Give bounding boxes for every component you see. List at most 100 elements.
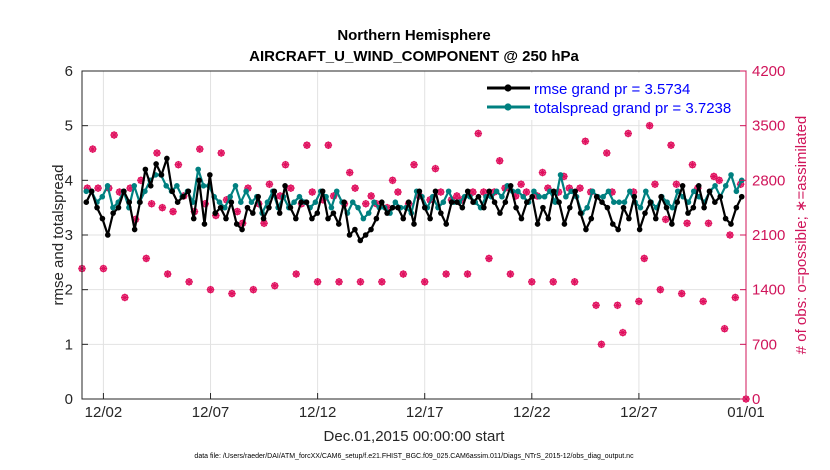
obs-assimilated-point: [153, 149, 161, 157]
series-point-totalspread: [669, 204, 676, 211]
series-point-rmse: [174, 199, 181, 205]
series-point-rmse: [475, 193, 482, 200]
series-point-rmse: [534, 221, 541, 227]
series-point-totalspread: [131, 183, 138, 189]
y2-tick-label: 2100: [752, 227, 785, 244]
series-point-rmse: [497, 210, 503, 216]
series-point-totalspread: [440, 199, 447, 205]
series-point-rmse: [572, 188, 578, 195]
obs-assimilated-point: [394, 188, 402, 196]
series-point-rmse: [599, 199, 605, 205]
x-tick-label: 12/27: [620, 404, 658, 421]
series-point-rmse: [577, 210, 584, 216]
series-point-rmse: [260, 215, 267, 222]
y-tick-label: 0: [65, 391, 73, 408]
obs-assimilated-point: [677, 289, 686, 298]
obs-assimilated-point: [506, 270, 515, 278]
series-point-rmse: [239, 226, 245, 233]
series-point-rmse: [115, 204, 122, 211]
series-point-rmse: [255, 193, 262, 200]
y2-tick-label: 2800: [752, 172, 785, 189]
y2-axis-ticks: 0 700 1400 2100 2800 3500 4200: [740, 63, 785, 408]
series-point-rmse: [395, 204, 401, 211]
obs-assimilated-point: [602, 149, 611, 157]
series-point-rmse: [615, 226, 621, 233]
series-point-rmse: [669, 221, 675, 227]
series-point-totalspread: [291, 199, 297, 205]
legend: rmse grand pr = 3.5734 totalspread grand…: [482, 73, 739, 120]
series-point-totalspread: [243, 188, 249, 195]
obs-assimilated-point: [270, 281, 279, 290]
x-tick-label: 12/02: [85, 404, 123, 421]
series-point-rmse: [223, 215, 229, 222]
series-point-rmse: [384, 210, 390, 216]
series-point-totalspread: [238, 199, 244, 205]
y2-tick-label: 700: [752, 336, 777, 353]
series-point-rmse: [421, 204, 428, 211]
series-point-rmse: [282, 183, 288, 189]
series-point-totalspread: [264, 199, 271, 205]
series-point-totalspread: [174, 183, 180, 189]
series-point-totalspread: [110, 204, 116, 211]
series-point-rmse: [164, 155, 170, 162]
series-point-rmse: [561, 221, 568, 227]
obs-assimilated-point: [163, 270, 172, 278]
obs-assimilated-point: [549, 278, 558, 286]
series-point-rmse: [588, 215, 595, 222]
series-point-rmse: [690, 204, 697, 211]
series-point-rmse: [244, 204, 251, 211]
x-axis-label: Dec.01,2015 00:00:00 start: [324, 428, 506, 445]
series-point-totalspread: [392, 199, 399, 205]
obs-assimilated-point: [495, 157, 504, 165]
series-point-totalspread: [227, 193, 233, 200]
chart-title: Northern Hemisphere: [337, 27, 490, 44]
series-point-rmse: [362, 232, 369, 238]
series-point-totalspread: [83, 188, 90, 195]
y-tick-label: 5: [65, 118, 73, 135]
series-point-rmse: [99, 215, 106, 222]
series-point-rmse: [250, 210, 256, 216]
series-point-totalspread: [733, 188, 740, 195]
series-point-rmse: [464, 188, 471, 195]
footnote: data file: /Users/raeder/DAI/ATM_forcXX/…: [194, 453, 634, 460]
series-point-rmse: [507, 183, 514, 189]
series-point-rmse: [416, 188, 423, 195]
obs-assimilated-point: [651, 180, 659, 189]
x-axis-ticks: 12/02 12/07 12/12 12/17 12/22 12/27 01/01: [85, 393, 765, 421]
obs-assimilated-point: [206, 285, 215, 294]
series-point-rmse: [121, 188, 127, 195]
series-point-rmse: [266, 204, 272, 211]
series-point-rmse: [663, 204, 670, 211]
obs-assimilated-point: [121, 293, 129, 302]
series-point-rmse: [685, 210, 691, 216]
series-point-rmse: [636, 226, 643, 233]
series-point-totalspread: [355, 204, 361, 211]
y2-axis-label: # of obs: o=possible; ∗=assimilated: [793, 116, 810, 355]
series-point-rmse: [341, 199, 347, 205]
series-point-totalspread: [445, 188, 452, 195]
series-point-rmse: [298, 199, 304, 205]
series-point-totalspread: [222, 204, 228, 211]
series-point-rmse: [271, 188, 278, 195]
obs-assimilated-point: [656, 285, 665, 294]
x-tick-label: 12/22: [513, 404, 551, 421]
obs-assimilated-point: [528, 278, 536, 286]
series-point-totalspread: [690, 188, 697, 195]
series-point-totalspread: [642, 188, 649, 195]
obs-assimilated-point: [142, 254, 151, 263]
obs-assimilated-point: [335, 278, 343, 286]
series-point-rmse: [717, 193, 724, 200]
series-point-totalspread: [349, 199, 356, 205]
series-point-rmse: [303, 199, 310, 205]
obs-assimilated-point: [645, 121, 654, 130]
obs-assimilated-point: [378, 278, 386, 286]
obs-assimilated-point: [367, 192, 375, 200]
obs-assimilated-point: [576, 184, 584, 192]
obs-assimilated-point: [667, 141, 675, 149]
series-point-rmse: [491, 199, 498, 205]
series-point-totalspread: [104, 183, 111, 189]
series-point-totalspread: [584, 204, 590, 211]
obs-assimilated-point: [287, 184, 295, 192]
obs-assimilated-point: [463, 270, 472, 278]
series-point-totalspread: [674, 188, 681, 195]
